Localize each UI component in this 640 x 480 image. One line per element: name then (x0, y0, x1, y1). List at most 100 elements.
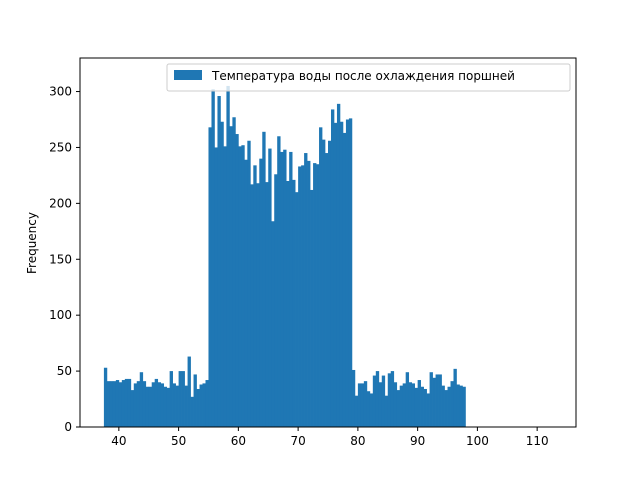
histogram-bar (166, 387, 170, 427)
histogram-bar (325, 153, 329, 428)
histogram-bar (130, 390, 135, 427)
histogram-bar (214, 147, 218, 427)
histogram-bar (375, 371, 380, 427)
histogram-bar (253, 165, 257, 427)
histogram-bar (115, 380, 120, 427)
histogram-bar (226, 85, 230, 427)
histogram-bar (259, 158, 263, 427)
histogram-bar (447, 386, 451, 427)
histogram-bar (118, 382, 123, 427)
y-tick-label: 200 (49, 196, 72, 210)
x-axis-ticks: 40 50 60 70 80 90 100 110 (111, 427, 549, 448)
histogram-bar (247, 140, 251, 427)
histogram-bar (363, 381, 368, 427)
x-tick-label: 90 (410, 434, 425, 448)
y-tick-label: 100 (49, 308, 72, 322)
histogram-bar (103, 367, 108, 427)
histogram-bar (169, 371, 173, 427)
histogram-bar (274, 174, 278, 427)
histogram-bar (229, 126, 233, 428)
histogram-bar (426, 393, 430, 427)
histogram-bar (328, 140, 332, 427)
y-tick-label: 0 (64, 420, 72, 434)
histogram-bar (298, 166, 302, 427)
histogram-bar (208, 127, 212, 427)
histogram-bar (345, 119, 350, 427)
histogram-bar (438, 374, 442, 427)
histogram-bar (109, 381, 114, 427)
histogram-bar (366, 391, 371, 427)
histogram-bar (342, 132, 347, 428)
histogram-bar (310, 189, 314, 427)
histogram-bar (307, 160, 311, 427)
histogram-bar (429, 372, 433, 427)
x-tick-label: 80 (350, 434, 365, 448)
histogram-bar (133, 383, 138, 427)
histogram-bar (360, 383, 365, 427)
histogram-bar (235, 134, 239, 428)
histogram-bar (280, 151, 284, 427)
histogram-bar (175, 385, 179, 427)
histogram-bar (286, 181, 290, 427)
histogram-bar (256, 183, 260, 427)
histogram-bar (136, 381, 141, 427)
legend-label: Температура воды после охлаждения поршне… (211, 69, 515, 83)
histogram-bar (148, 386, 153, 427)
y-tick-label: 50 (57, 364, 72, 378)
x-tick-label: 100 (466, 434, 489, 448)
histogram-bar (399, 385, 404, 427)
y-axis-ticks: 0 50 100 150 200 250 300 (49, 85, 80, 434)
x-tick-label: 110 (526, 434, 549, 448)
histogram-bar (322, 139, 326, 427)
histogram-bar (292, 179, 296, 427)
histogram-bar (178, 371, 182, 427)
histogram-bar (378, 382, 383, 427)
y-tick-label: 150 (49, 252, 72, 266)
legend: Температура воды после охлаждения поршне… (166, 63, 571, 92)
histogram-bar (106, 381, 111, 427)
histogram-bar (184, 385, 188, 427)
histogram-bar (154, 378, 159, 427)
histogram-bar (223, 146, 227, 427)
histogram-bar (265, 182, 269, 427)
histogram-bar (387, 373, 392, 427)
histogram-bar (381, 375, 386, 427)
histogram-bar (432, 377, 436, 427)
x-tick-label: 40 (111, 434, 126, 448)
histogram-bar (348, 118, 353, 427)
x-tick-label: 60 (231, 434, 246, 448)
histogram-bar (202, 383, 206, 427)
histogram-bar (250, 184, 254, 427)
y-tick-label: 250 (49, 140, 72, 154)
histogram-bar (139, 372, 144, 427)
histogram-bar (289, 151, 293, 427)
histogram-bar (450, 381, 454, 427)
x-tick-label: 70 (290, 434, 305, 448)
histogram-bar (157, 382, 162, 427)
histogram-bar (414, 387, 418, 427)
histogram-bar (277, 136, 281, 427)
histogram-bar (193, 374, 197, 427)
histogram-bar (304, 153, 308, 428)
histogram-bar (396, 390, 401, 427)
histogram-bar (402, 383, 407, 427)
histogram-bar (145, 386, 150, 427)
histogram-bar (408, 382, 413, 427)
histogram-bar (372, 375, 377, 427)
histogram-bar (238, 146, 242, 427)
histogram-bar (220, 121, 224, 428)
histogram-bar (390, 371, 395, 427)
histogram-bar (423, 388, 427, 427)
histogram-bar (151, 382, 156, 427)
histogram-bar (112, 381, 117, 427)
histogram-bar (453, 368, 457, 427)
y-tick-label: 300 (49, 85, 72, 99)
x-tick-label: 50 (171, 434, 186, 448)
histogram-bar (160, 383, 165, 427)
histogram-bar (357, 383, 362, 427)
histogram-bar (417, 380, 421, 427)
axes (79, 57, 577, 428)
histogram-bar (142, 381, 147, 427)
histogram-bar (271, 221, 275, 427)
